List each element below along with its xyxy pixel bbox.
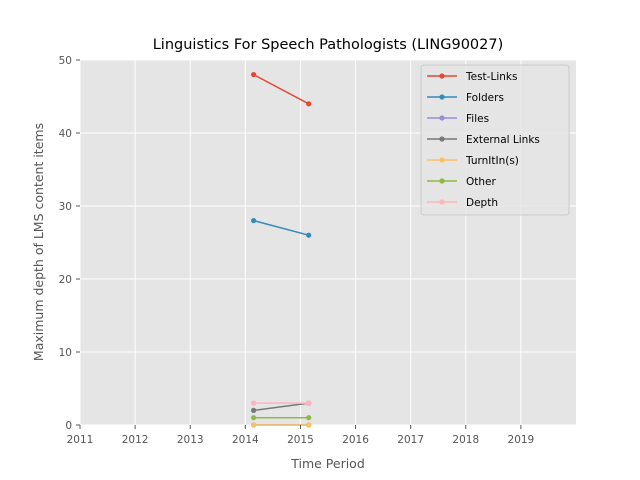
x-tick-label: 2015 (287, 434, 314, 446)
legend-marker (439, 157, 445, 163)
data-point (251, 407, 257, 413)
y-tick-label: 10 (59, 347, 72, 359)
y-tick-label: 20 (59, 274, 72, 286)
x-tick-label: 2011 (67, 434, 94, 446)
data-point (306, 415, 312, 421)
y-axis-label: Maximum depth of LMS content items (31, 123, 46, 361)
legend-marker (439, 178, 445, 184)
data-point (306, 422, 312, 428)
x-axis-ticks: 2011 2012 2013 2014 2015 2016 2017 2018 2019 (67, 425, 535, 446)
x-axis-label: Time Period (290, 456, 365, 471)
data-point (251, 218, 257, 224)
legend-label: Other (466, 176, 496, 188)
legend: Test-Links Folders Files External Links Turn… (420, 64, 570, 216)
legend-box (420, 64, 570, 216)
data-point (251, 415, 257, 421)
chart-title: Linguistics For Speech Pathologists (LIN… (153, 37, 504, 53)
series-line (253, 219, 309, 236)
legend-label: Folders (466, 92, 504, 104)
x-tick-label: 2013 (177, 434, 204, 446)
data-point (251, 72, 257, 78)
series-line (253, 402, 309, 412)
legend-label: Files (466, 113, 489, 125)
legend-label: Depth (466, 197, 498, 209)
data-point (306, 101, 312, 107)
series-line (253, 73, 310, 105)
data-point (306, 400, 312, 406)
legend-marker (439, 94, 445, 100)
x-tick-label: 2019 (508, 434, 535, 446)
y-tick-label: 0 (65, 420, 72, 432)
x-tick-label: 2016 (342, 434, 369, 446)
legend-marker (439, 73, 445, 79)
legend-marker (439, 115, 445, 121)
y-tick-label: 30 (59, 201, 72, 213)
x-tick-label: 2017 (397, 434, 424, 446)
x-tick-label: 2018 (452, 434, 479, 446)
data-point (306, 232, 312, 238)
y-axis-ticks: 0 10 20 30 40 50 (59, 55, 80, 432)
legend-marker (439, 199, 445, 205)
y-tick-label: 40 (59, 128, 72, 140)
legend-marker (439, 136, 445, 142)
legend-label: Test-Links (465, 71, 517, 83)
legend-label: External Links (466, 134, 540, 146)
data-point (251, 400, 257, 406)
series-layer (251, 72, 312, 428)
y-tick-label: 50 (59, 55, 72, 67)
data-point (251, 422, 257, 428)
x-tick-label: 2014 (232, 434, 259, 446)
legend-label: TurnItIn(s) (465, 155, 519, 167)
x-tick-label: 2012 (122, 434, 149, 446)
